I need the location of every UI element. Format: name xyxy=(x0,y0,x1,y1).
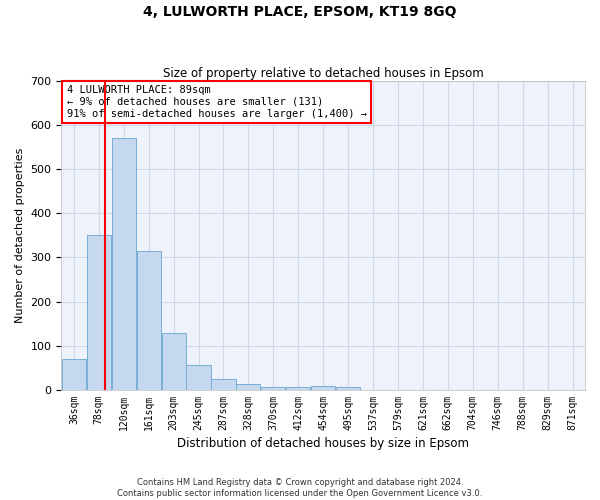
Bar xyxy=(87,236,111,390)
Title: Size of property relative to detached houses in Epsom: Size of property relative to detached ho… xyxy=(163,66,484,80)
Text: 4, LULWORTH PLACE, EPSOM, KT19 8GQ: 4, LULWORTH PLACE, EPSOM, KT19 8GQ xyxy=(143,5,457,19)
Bar xyxy=(187,365,211,390)
Bar xyxy=(236,384,260,390)
Bar xyxy=(161,334,185,390)
Bar xyxy=(336,387,360,390)
Bar xyxy=(62,359,86,390)
Bar xyxy=(112,138,136,390)
Bar xyxy=(286,387,310,390)
Bar xyxy=(137,251,161,390)
X-axis label: Distribution of detached houses by size in Epsom: Distribution of detached houses by size … xyxy=(177,437,469,450)
Text: Contains HM Land Registry data © Crown copyright and database right 2024.
Contai: Contains HM Land Registry data © Crown c… xyxy=(118,478,482,498)
Bar xyxy=(261,387,286,390)
Y-axis label: Number of detached properties: Number of detached properties xyxy=(15,148,25,323)
Bar xyxy=(211,379,236,390)
Bar xyxy=(311,386,335,390)
Text: 4 LULWORTH PLACE: 89sqm
← 9% of detached houses are smaller (131)
91% of semi-de: 4 LULWORTH PLACE: 89sqm ← 9% of detached… xyxy=(67,86,367,118)
